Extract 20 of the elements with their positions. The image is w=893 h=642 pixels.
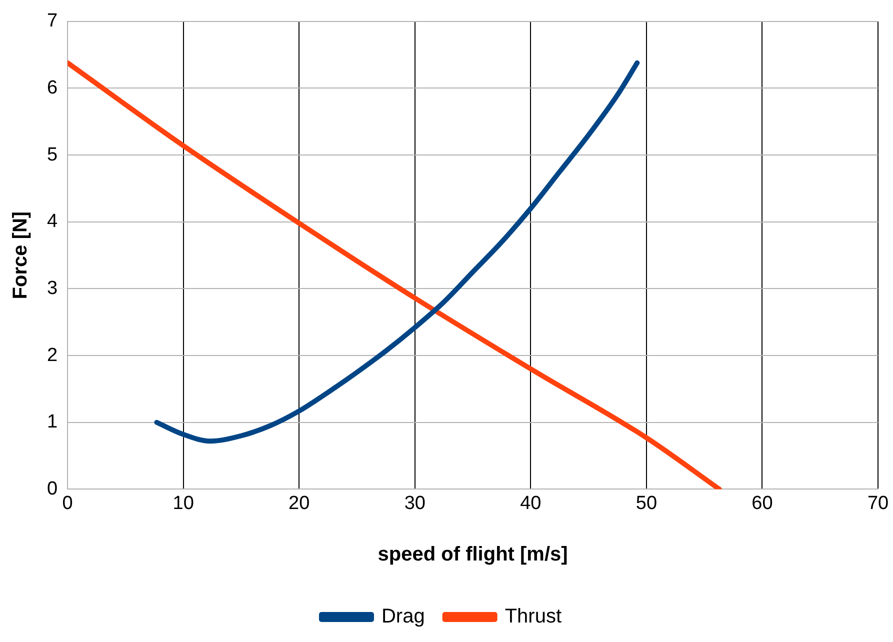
y-tick-label: 6 [46, 77, 58, 98]
y-tick-label: 1 [46, 412, 58, 433]
y-tick-label: 0 [46, 478, 58, 500]
x-axis-title: speed of flight [m/s] [378, 544, 568, 566]
x-tick-label: 20 [288, 492, 310, 514]
y-tick-label: 3 [46, 278, 58, 299]
legend-label: Thrust [504, 606, 562, 628]
y-tick-label: 5 [46, 144, 58, 166]
x-tick-label: 50 [636, 492, 658, 514]
y-tick-label: 2 [46, 344, 58, 366]
y-tick-label: 4 [46, 211, 58, 232]
x-tick-label: 40 [520, 492, 542, 514]
y-axis-title: Force [N] [10, 211, 32, 300]
x-tick-label: 30 [404, 492, 426, 514]
x-tick-label: 60 [752, 492, 773, 514]
legend-label: Drag [381, 606, 425, 628]
x-tick-label: 0 [62, 492, 73, 514]
x-tick-label: 70 [867, 492, 889, 514]
y-tick-label: 7 [46, 10, 58, 32]
x-tick-label: 10 [172, 492, 194, 514]
